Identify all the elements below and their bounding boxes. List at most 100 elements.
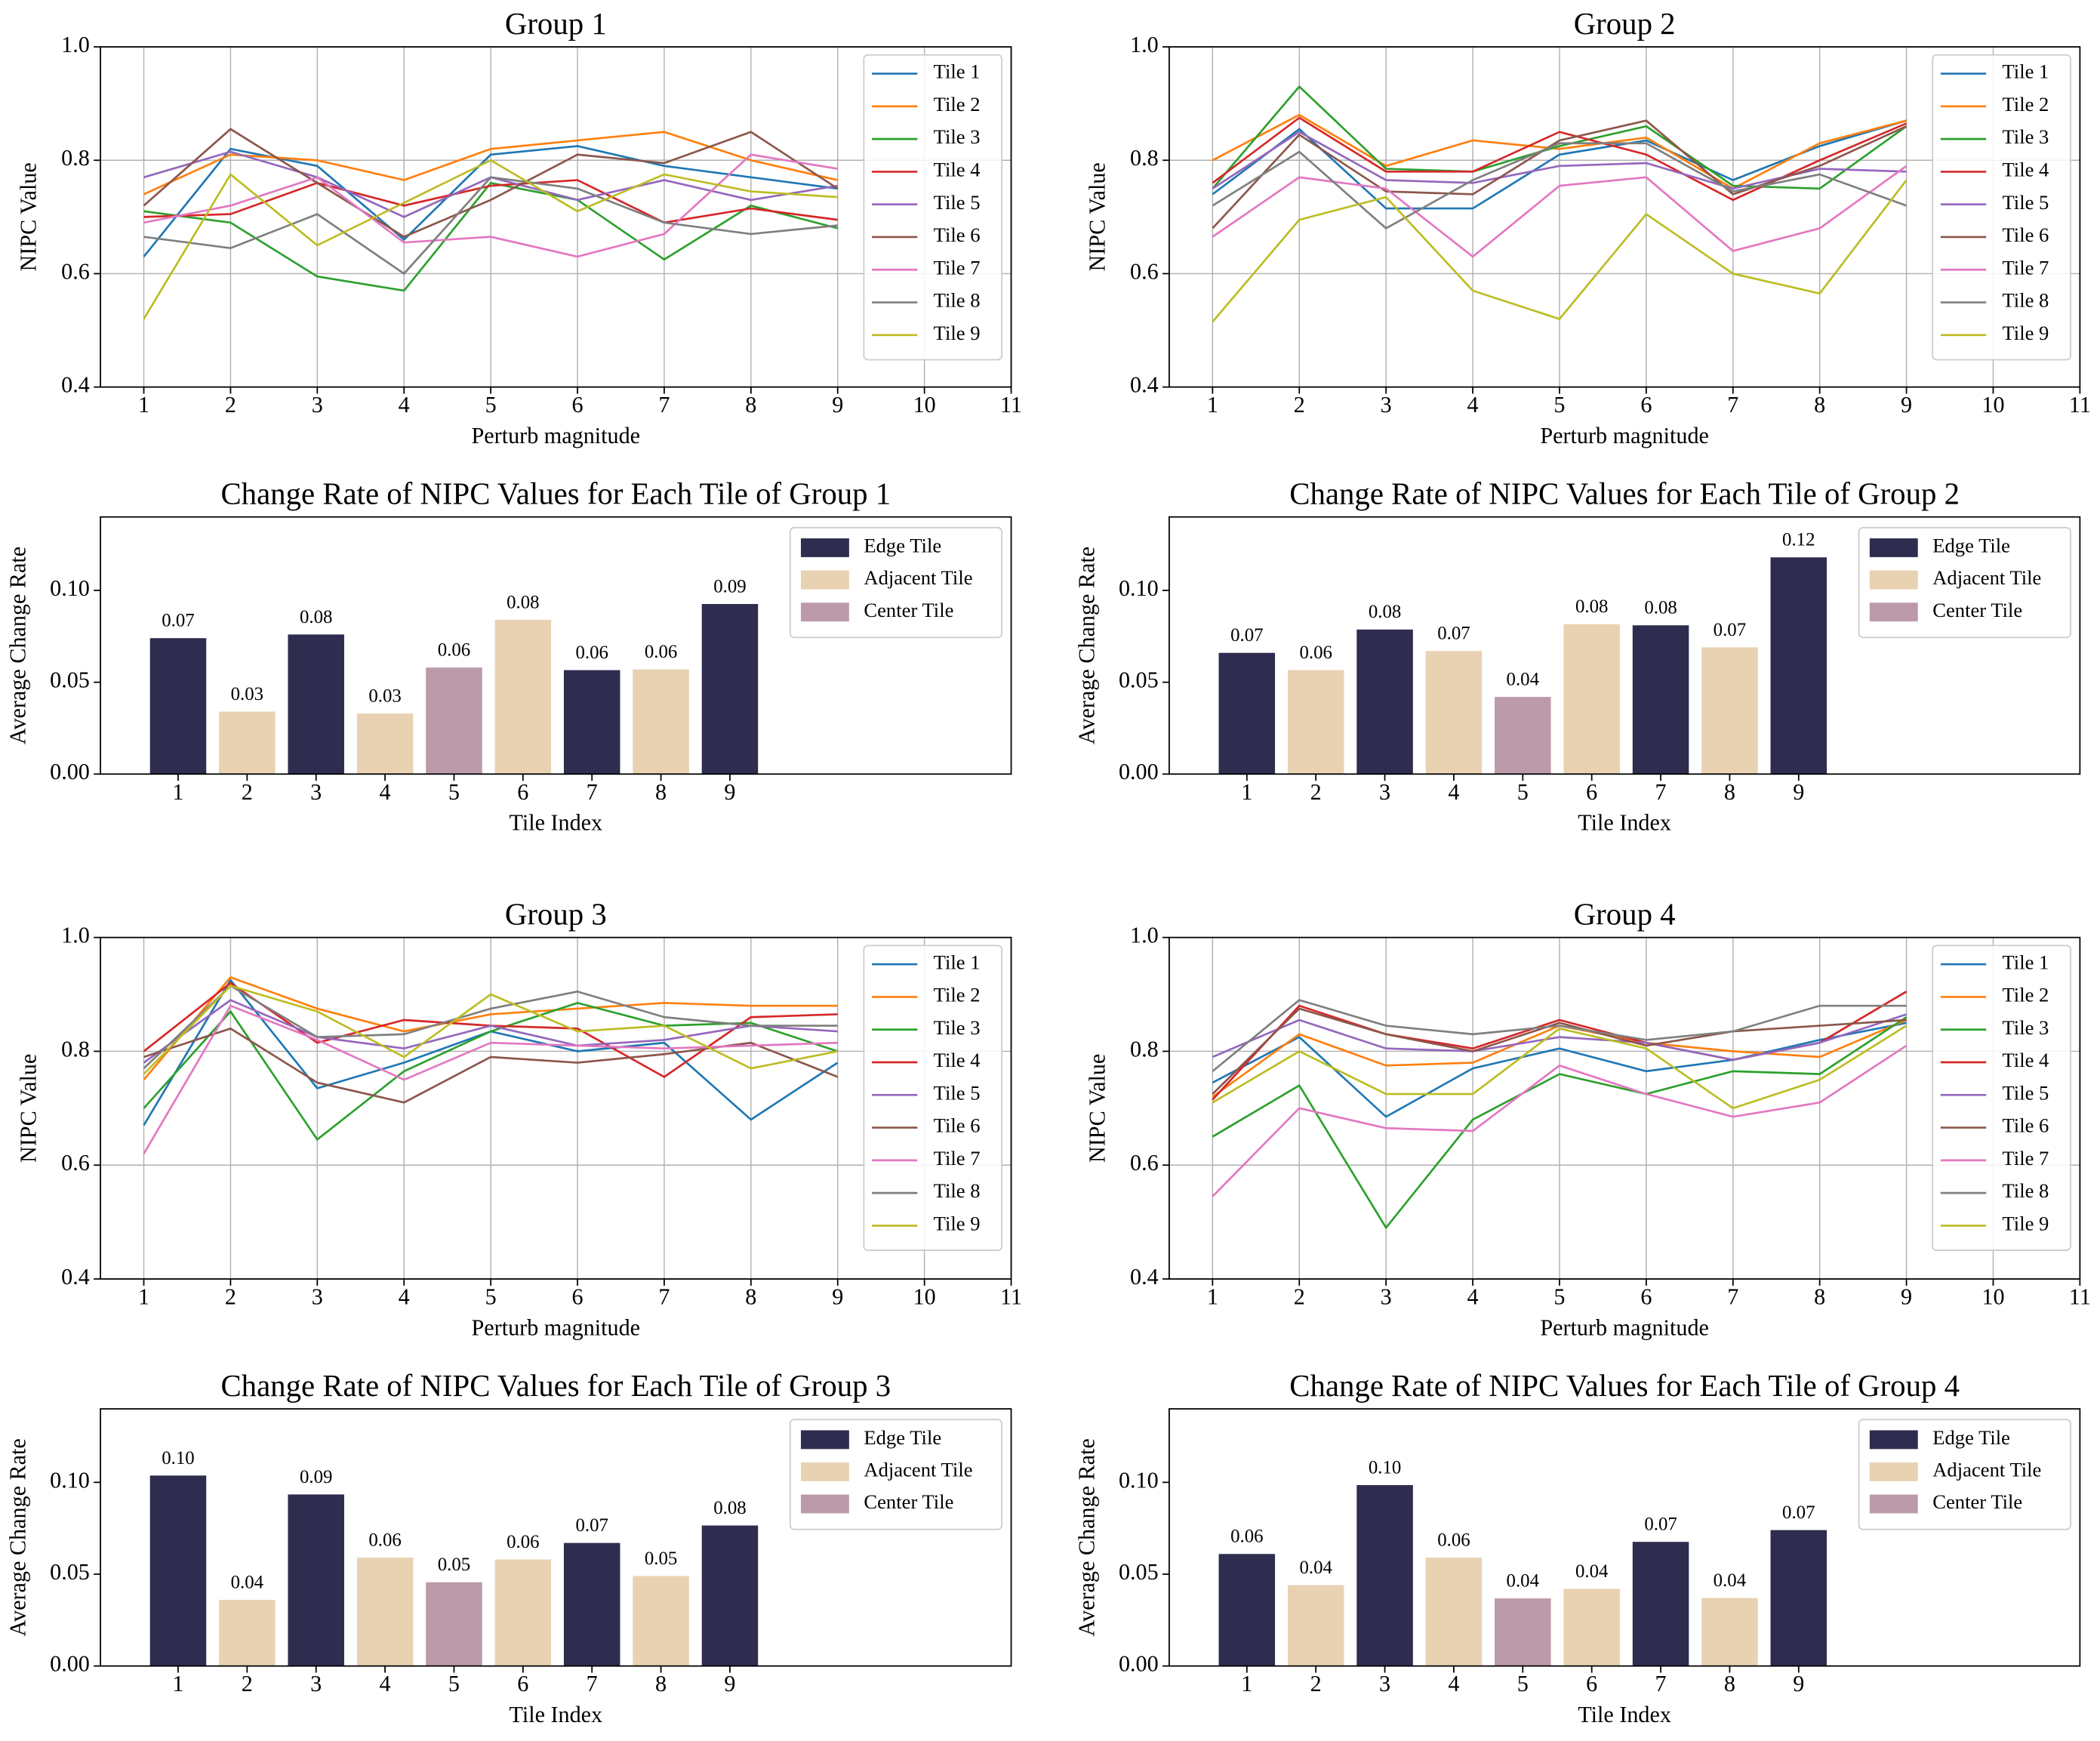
legend-swatch [800, 1462, 849, 1481]
series-line [1212, 165, 1908, 258]
y-tick-label: 0.4 [1130, 1264, 1159, 1290]
legend-label: Center Tile [864, 599, 953, 621]
plot-frame [1169, 46, 2081, 388]
x-tick-label: 3 [1381, 392, 1392, 418]
chart-title: Change Rate of NIPC Values for Each Tile… [1289, 476, 1960, 510]
x-tick-label: 4 [1448, 1671, 1459, 1696]
y-axis-label: Average Change Rate [1073, 547, 1099, 744]
chart-title: Group 2 [1574, 7, 1676, 41]
bar [1563, 1588, 1620, 1666]
series-line [1212, 116, 1908, 202]
plot-frame [1169, 516, 2081, 775]
y-tick-label: 0.6 [61, 1150, 90, 1176]
series-line [143, 975, 838, 1081]
y-tick-label: 0.4 [61, 1264, 90, 1290]
y-tick-label: 0.00 [1119, 759, 1159, 784]
y-tick-label: 0.8 [61, 1036, 90, 1062]
y-tick-label: 1.0 [61, 923, 90, 948]
y-axis-label: NIPC Value [16, 1054, 42, 1163]
x-axis-label: Tile Index [509, 1702, 602, 1727]
x-tick-label: 8 [745, 1284, 756, 1310]
bar-value-label: 0.06 [1299, 642, 1332, 663]
legend-swatch [800, 538, 849, 557]
x-tick-label: 9 [832, 1284, 843, 1310]
bar [219, 1600, 276, 1666]
legend-label: Edge Tile [864, 535, 941, 557]
series-line [143, 999, 838, 1064]
series-line [1212, 179, 1908, 323]
x-tick-label: 2 [1294, 392, 1305, 418]
bar [1495, 697, 1551, 775]
x-tick-label: 11 [1000, 1284, 1022, 1310]
y-tick-label: 0.8 [61, 145, 90, 171]
plot-frame [100, 516, 1012, 775]
x-tick-label: 3 [1379, 779, 1390, 805]
legend-label: Tile 1 [934, 951, 981, 973]
legend-swatch [1869, 1462, 1918, 1481]
x-tick-label: 6 [571, 392, 583, 418]
bar [494, 619, 552, 775]
x-tick-label: 11 [2069, 1284, 2091, 1310]
legend-swatch [1869, 602, 1918, 622]
y-tick-label: 0.05 [1119, 1559, 1159, 1585]
bar [1218, 652, 1276, 775]
bar [1425, 1558, 1483, 1666]
legend-label: Adjacent Tile [864, 1459, 972, 1481]
bar [494, 1559, 552, 1666]
bar-value-label: 0.09 [300, 1467, 332, 1487]
plot-frame [1169, 936, 2081, 1280]
legend-label: Tile 9 [934, 322, 981, 344]
bar [1287, 1585, 1344, 1666]
x-tick-label: 1 [172, 779, 183, 805]
y-tick-label: 0.6 [61, 258, 90, 284]
x-tick-label: 6 [1640, 1284, 1652, 1310]
plot-frame [1169, 1408, 2081, 1667]
series-line [143, 131, 839, 196]
y-tick-label: 0.10 [50, 575, 90, 601]
series-line [143, 179, 838, 224]
x-tick-label: 1 [1241, 779, 1252, 805]
series-line [1212, 85, 1908, 190]
bar-value-label: 0.04 [1507, 670, 1540, 690]
y-tick-label: 0.05 [50, 1559, 90, 1585]
bar [1356, 629, 1413, 775]
series-line [143, 153, 838, 258]
chart-title: Group 1 [505, 7, 607, 41]
x-tick-label: 1 [172, 1671, 183, 1696]
plot-frame [100, 936, 1012, 1280]
x-tick-label: 1 [1241, 1671, 1252, 1696]
legend-label: Tile 2 [934, 93, 981, 116]
legend-label: Tile 3 [934, 125, 981, 148]
series-line [143, 1004, 838, 1154]
bar [426, 1582, 482, 1666]
series-line [1212, 119, 1908, 230]
bar-value-label: 0.04 [231, 1573, 264, 1593]
series-line [143, 176, 838, 276]
series-line [1212, 1013, 1908, 1062]
legend-label: Center Tile [1932, 1490, 2022, 1513]
x-tick-label: 10 [913, 1284, 936, 1310]
x-tick-label: 9 [724, 1671, 735, 1696]
y-tick-label: 1.0 [1130, 32, 1159, 57]
y-tick-label: 1.0 [1130, 923, 1159, 948]
bar [1218, 1554, 1276, 1666]
legend-label: Tile 6 [934, 1114, 981, 1137]
legend-label: Center Tile [864, 1490, 953, 1513]
legend-label: Tile 3 [934, 1016, 981, 1039]
x-tick-label: 6 [1640, 392, 1652, 418]
legend-label: Tile 6 [934, 223, 981, 246]
x-tick-label: 5 [1517, 779, 1529, 805]
legend-box [1932, 54, 2071, 361]
bar [1425, 651, 1483, 775]
legend-swatch [1869, 1430, 1918, 1450]
x-tick-label: 5 [485, 1284, 497, 1310]
y-tick-label: 1.0 [61, 32, 90, 57]
bar-value-label: 0.03 [231, 684, 263, 704]
y-axis-label: NIPC Value [1085, 1054, 1110, 1163]
legend-box [1932, 944, 2071, 1251]
x-tick-label: 7 [1655, 1671, 1667, 1696]
legend-label: Edge Tile [1932, 535, 2010, 557]
x-tick-label: 4 [399, 1284, 410, 1310]
bar [563, 1542, 620, 1666]
bar [1632, 625, 1689, 775]
